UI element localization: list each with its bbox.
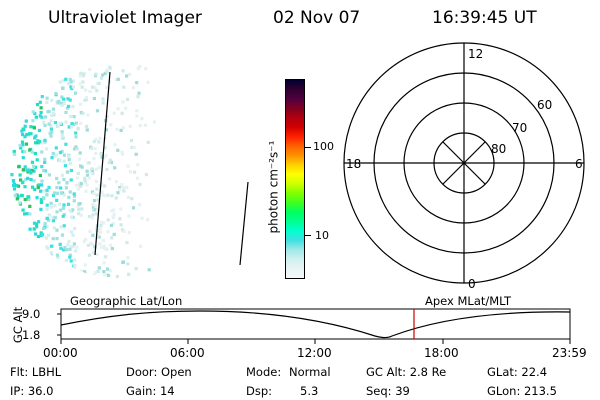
timeline-left-title: Geographic Lat/Lon [70, 294, 183, 308]
timeline-right-title: Apex MLat/MLT [425, 294, 512, 308]
date-label: 02 Nov 07 [273, 8, 361, 28]
info-gc-alt: GC Alt: 2.8 Re [366, 365, 447, 379]
info-mode-label: Mode: [246, 365, 282, 379]
time-label: 16:39:45 UT [432, 8, 537, 28]
info-dsp-value: 5.3 [300, 384, 319, 398]
image-edge-line [94, 71, 111, 256]
timeline-x-tick: 23:59 [552, 346, 587, 360]
info-seq: Seq: 39 [366, 384, 410, 398]
altitude-curve [60, 310, 571, 339]
image-edge-line [239, 181, 249, 266]
colorbar-tick-100 [305, 147, 311, 148]
lat-label-70: 70 [512, 121, 528, 135]
info-ip: IP: 36.0 [10, 384, 54, 398]
lat-label-80: 80 [491, 142, 507, 156]
info-flt: Flt: LBHL [10, 365, 62, 379]
colorbar-tick-label: 100 [313, 140, 334, 153]
mlt-label-6: 6 [575, 157, 583, 171]
timeline-y-tick: 9.0 [22, 307, 41, 321]
mlt-label-0: 0 [468, 277, 476, 291]
info-dsp-label: Dsp: [246, 384, 273, 398]
info-mode-value: Normal [289, 365, 331, 379]
colorbar [285, 79, 305, 279]
timeline-x-tick: 12:00 [297, 346, 332, 360]
mlt-label-12: 12 [468, 47, 484, 61]
mlt-label-18: 18 [346, 157, 362, 171]
info-door: Door: Open [126, 365, 192, 379]
colorbar-tick-10 [305, 235, 311, 236]
timeline-x-tick: 00:00 [43, 346, 78, 360]
info-glon: GLon: 213.5 [487, 384, 557, 398]
timeline-y-tick: 1.8 [22, 328, 41, 342]
timeline-x-tick: 18:00 [424, 346, 459, 360]
lat-label-60: 60 [537, 98, 553, 112]
info-glat: GLat: 22.4 [487, 365, 548, 379]
colorbar-tick-label: 10 [315, 229, 329, 242]
instrument-title: Ultraviolet Imager [48, 8, 202, 28]
info-gain: Gain: 14 [126, 384, 175, 398]
timeline-x-tick: 06:00 [170, 346, 205, 360]
